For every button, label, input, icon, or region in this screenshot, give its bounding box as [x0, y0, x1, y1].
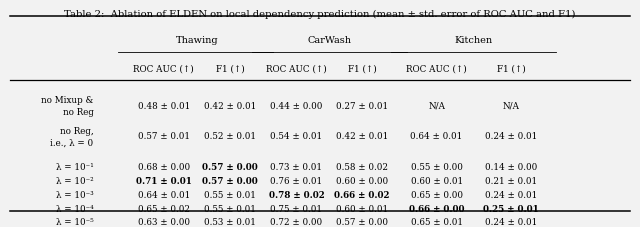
- Text: λ = 10⁻⁵: λ = 10⁻⁵: [56, 217, 93, 226]
- Text: ROC AUC (↑): ROC AUC (↑): [406, 64, 467, 73]
- Text: 0.65 ± 0.02: 0.65 ± 0.02: [138, 204, 189, 213]
- Text: 0.48 ± 0.01: 0.48 ± 0.01: [138, 101, 190, 110]
- Text: 0.65 ± 0.00: 0.65 ± 0.00: [411, 190, 463, 199]
- Text: ROC AUC (↑): ROC AUC (↑): [133, 64, 194, 73]
- Text: 0.60 ± 0.01: 0.60 ± 0.01: [411, 176, 463, 185]
- Text: 0.57 ± 0.00: 0.57 ± 0.00: [336, 217, 388, 226]
- Text: 0.71 ± 0.01: 0.71 ± 0.01: [136, 176, 191, 185]
- Text: 0.60 ± 0.00: 0.60 ± 0.00: [336, 176, 388, 185]
- Text: 0.57 ± 0.00: 0.57 ± 0.00: [202, 163, 258, 171]
- Text: Thawing: Thawing: [176, 36, 218, 44]
- Text: 0.24 ± 0.01: 0.24 ± 0.01: [485, 132, 537, 141]
- Text: 0.72 ± 0.00: 0.72 ± 0.00: [270, 217, 323, 226]
- Text: F1 (↑): F1 (↑): [216, 64, 244, 73]
- Text: no Reg,
i.e., λ = 0: no Reg, i.e., λ = 0: [51, 126, 93, 147]
- Text: 0.55 ± 0.01: 0.55 ± 0.01: [204, 190, 256, 199]
- Text: Kitchen: Kitchen: [455, 36, 493, 44]
- Text: 0.55 ± 0.00: 0.55 ± 0.00: [411, 163, 463, 171]
- Text: ROC AUC (↑): ROC AUC (↑): [266, 64, 327, 73]
- Text: 0.44 ± 0.00: 0.44 ± 0.00: [270, 101, 323, 110]
- Text: 0.76 ± 0.01: 0.76 ± 0.01: [270, 176, 323, 185]
- Text: λ = 10⁻²: λ = 10⁻²: [56, 176, 93, 185]
- Text: λ = 10⁻¹: λ = 10⁻¹: [56, 163, 93, 171]
- Text: no Mixup &
no Reg: no Mixup & no Reg: [41, 95, 93, 116]
- Text: 0.21 ± 0.01: 0.21 ± 0.01: [485, 176, 537, 185]
- Text: Table 2:  Ablation of ELDEN on local dependency prediction (mean ± std. error of: Table 2: Ablation of ELDEN on local depe…: [64, 10, 576, 19]
- Text: 0.75 ± 0.01: 0.75 ± 0.01: [271, 204, 323, 213]
- Text: 0.63 ± 0.00: 0.63 ± 0.00: [138, 217, 189, 226]
- Text: 0.57 ± 0.01: 0.57 ± 0.01: [138, 132, 189, 141]
- Text: 0.53 ± 0.01: 0.53 ± 0.01: [204, 217, 256, 226]
- Text: 0.57 ± 0.00: 0.57 ± 0.00: [202, 176, 258, 185]
- Text: 0.24 ± 0.01: 0.24 ± 0.01: [485, 190, 537, 199]
- Text: λ = 10⁻⁴: λ = 10⁻⁴: [56, 204, 93, 213]
- Text: 0.78 ± 0.02: 0.78 ± 0.02: [269, 190, 324, 199]
- Text: 0.24 ± 0.01: 0.24 ± 0.01: [485, 217, 537, 226]
- Text: 0.65 ± 0.01: 0.65 ± 0.01: [411, 217, 463, 226]
- Text: N/A: N/A: [428, 101, 445, 110]
- Text: CarWash: CarWash: [307, 36, 351, 44]
- Text: λ = 10⁻³: λ = 10⁻³: [56, 190, 93, 199]
- Text: 0.25 ± 0.01: 0.25 ± 0.01: [483, 204, 539, 213]
- Text: 0.64 ± 0.01: 0.64 ± 0.01: [410, 132, 463, 141]
- Text: 0.27 ± 0.01: 0.27 ± 0.01: [336, 101, 388, 110]
- Text: 0.52 ± 0.01: 0.52 ± 0.01: [204, 132, 256, 141]
- Text: F1 (↑): F1 (↑): [348, 64, 376, 73]
- Text: 0.54 ± 0.01: 0.54 ± 0.01: [270, 132, 323, 141]
- Text: 0.58 ± 0.02: 0.58 ± 0.02: [336, 163, 388, 171]
- Text: N/A: N/A: [502, 101, 520, 110]
- Text: 0.66 ± 0.02: 0.66 ± 0.02: [335, 190, 390, 199]
- Text: F1 (↑): F1 (↑): [497, 64, 525, 73]
- Text: 0.42 ± 0.01: 0.42 ± 0.01: [336, 132, 388, 141]
- Text: 0.66 ± 0.00: 0.66 ± 0.00: [409, 204, 465, 213]
- Text: 0.64 ± 0.01: 0.64 ± 0.01: [138, 190, 190, 199]
- Text: 0.55 ± 0.01: 0.55 ± 0.01: [204, 204, 256, 213]
- Text: 0.42 ± 0.01: 0.42 ± 0.01: [204, 101, 256, 110]
- Text: 0.68 ± 0.00: 0.68 ± 0.00: [138, 163, 189, 171]
- Text: 0.73 ± 0.01: 0.73 ± 0.01: [271, 163, 323, 171]
- Text: 0.60 ± 0.01: 0.60 ± 0.01: [336, 204, 388, 213]
- Text: 0.14 ± 0.00: 0.14 ± 0.00: [485, 163, 537, 171]
